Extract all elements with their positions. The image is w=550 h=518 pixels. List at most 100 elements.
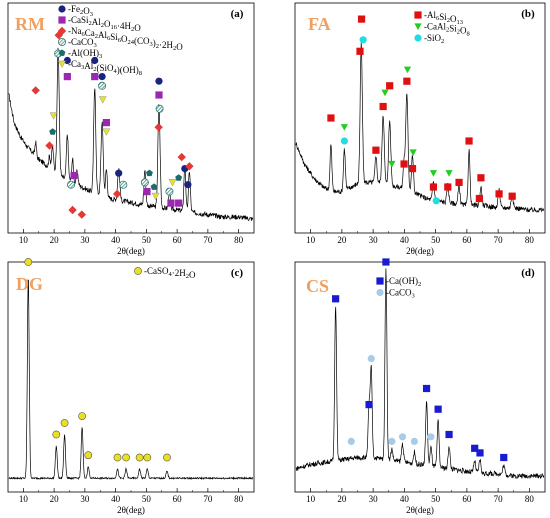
phase-marker-mullite (444, 183, 452, 191)
legend-marker-gypsum (134, 267, 142, 275)
legend-label-caco3: -CaCO3 (68, 37, 97, 49)
phase-marker-mullite (357, 15, 366, 23)
phase-marker-gypsum (60, 419, 69, 427)
phase-marker-cancrinite (68, 205, 77, 215)
x-tick-label: 70 (494, 494, 504, 504)
panel-letter: (a) (231, 8, 244, 20)
panel-letter: (d) (521, 267, 535, 279)
phase-marker-caoh2 (434, 405, 442, 413)
plot-frame (7, 261, 255, 493)
phase-marker-caoh2 (500, 453, 508, 462)
x-axis-title: 2θ(deg) (406, 505, 434, 515)
phase-marker-gypsum (24, 258, 33, 266)
x-tick-label: 50 (431, 235, 441, 245)
phase-marker-sodalite (91, 73, 99, 81)
x-axis-title: 2θ(deg) (117, 246, 145, 256)
legend-marker-fe2o3 (58, 5, 66, 13)
x-tick-label: 60 (173, 494, 183, 504)
x-tick-label: 20 (50, 235, 60, 245)
x-tick-label: 40 (400, 494, 410, 504)
phase-marker-caoh2 (332, 295, 340, 303)
phase-marker-cancrinite (54, 31, 63, 40)
phase-marker-hydrogarnet (168, 179, 177, 187)
phase-marker-sio2 (340, 137, 348, 145)
legend: -Al6Si2O13-CaAl2Si2O8-SiO2 (414, 10, 470, 45)
x-tick-label: 60 (173, 235, 183, 245)
phase-marker-anorthite (340, 124, 348, 131)
phase-marker-fe2o3 (91, 56, 99, 65)
legend-label-aloh3: -Al(OH)3 (68, 48, 102, 60)
x-axis-title: 2θ(deg) (117, 505, 145, 515)
legend-label-cancrinite: -Na6Ca2Al6Si6O24(CO3)2·2H2O (68, 26, 183, 52)
phase-marker-mullite (508, 192, 516, 200)
phase-marker-mullite (372, 146, 380, 154)
legend-label-gypsum: -CaSO4·2H2O (144, 266, 196, 280)
x-tick-label: 30 (80, 235, 90, 245)
legend-label-mullite: -Al6Si2O13 (424, 10, 463, 26)
phase-marker-caoh2 (476, 449, 484, 457)
x-tick-label: 10 (19, 235, 29, 245)
panel-name: FA (308, 14, 331, 34)
phase-marker-mullite (475, 194, 483, 203)
x-tick-label: 60 (462, 494, 472, 504)
phase-marker-caco3 (140, 178, 149, 187)
phase-marker-caco3 (119, 180, 128, 189)
legend-marker-hydrogarnet (58, 60, 66, 69)
x-tick-label: 60 (462, 235, 472, 245)
legend-label-anorthite: -CaAl2Si2O8 (424, 22, 470, 38)
phase-marker-hydrogarnet (102, 128, 111, 136)
x-tick-label: 30 (369, 494, 379, 504)
legend-label-caoh2: -Ca(OH)2 (386, 276, 421, 288)
phase-marker-gypsum (113, 453, 122, 462)
phase-marker-anorthite (445, 170, 453, 177)
x-tick-label: 20 (337, 494, 347, 504)
legend-marker-caoh2 (376, 277, 384, 285)
x-tick-label: 30 (80, 494, 90, 504)
phase-marker-aloh3 (49, 128, 56, 135)
legend-marker-sodalite (58, 16, 66, 24)
plot-frame (7, 2, 255, 234)
phase-marker-sodalite (70, 171, 78, 180)
phase-marker-mullite (379, 102, 387, 111)
phase-marker-aloh3 (175, 174, 183, 181)
x-tick-label: 20 (50, 494, 60, 504)
phase-marker-hydrogarnet (98, 96, 107, 104)
x-tick-label: 10 (19, 494, 29, 504)
phase-marker-aloh3 (146, 169, 153, 177)
x-tick-label: 80 (525, 494, 535, 504)
phase-marker-hydrogarnet (49, 112, 58, 120)
x-tick-label: 50 (431, 494, 441, 504)
phase-marker-sodalite (102, 119, 110, 127)
legend-marker-mullite (414, 11, 422, 19)
phase-marker-gypsum (78, 412, 87, 420)
phase-marker-caco3cs (388, 437, 396, 445)
phase-marker-anorthite (429, 170, 438, 177)
legend-label-hydrogarnet: -Ca3Al2(SiO4)(OH)8 (68, 59, 142, 77)
phase-marker-sodalite (63, 73, 71, 81)
x-tick-label: 40 (400, 235, 410, 245)
chart-panel-dg: 10 20 30 40 50 60 70 80 2θ(deg) DG (c) -CaSO4·2H2O (7, 258, 255, 515)
diffraction-pattern (295, 268, 545, 479)
phase-marker-sodalite (167, 199, 175, 207)
phase-marker-mullite (356, 47, 364, 55)
phase-marker-anorthite (381, 89, 389, 97)
phase-marker-caco3 (98, 81, 107, 90)
x-tick-label: 40 (111, 494, 121, 504)
x-tick-label: 20 (337, 235, 347, 245)
panel-name: RM (15, 14, 45, 34)
phase-marker-sio2 (359, 36, 367, 44)
x-tick-label: 50 (142, 235, 152, 245)
phase-marker-hydrogarnet (151, 192, 160, 201)
legend-marker-aloh3 (58, 49, 66, 56)
phase-marker-cancrinite (185, 162, 194, 171)
x-tick-label: 50 (142, 494, 152, 504)
phase-marker-mullite (386, 82, 394, 90)
phase-marker-sodalite (143, 188, 151, 196)
phase-marker-mullite (477, 174, 485, 182)
phase-marker-gypsum (143, 453, 152, 462)
panel-name: CS (306, 276, 329, 296)
phase-marker-mullite (408, 165, 417, 173)
phase-marker-gypsum (122, 453, 130, 462)
phase-marker-cancrinite (77, 210, 86, 219)
phase-marker-cancrinite (31, 86, 40, 95)
